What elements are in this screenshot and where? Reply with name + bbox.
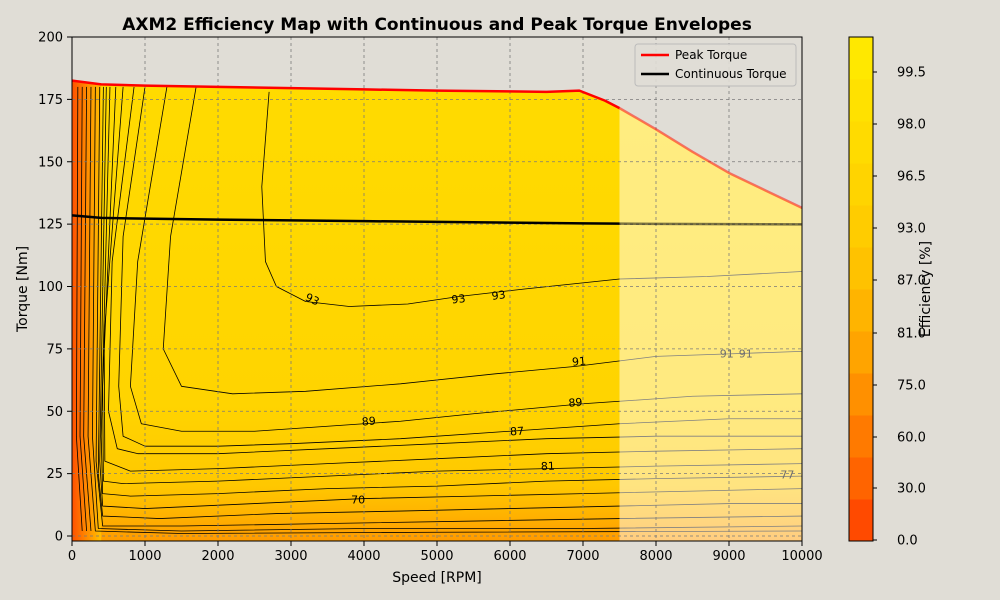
contour-label: 91 [720, 348, 734, 361]
x-tick-label: 0 [68, 549, 76, 564]
legend-box [634, 43, 797, 87]
colorbar-frame [848, 36, 874, 542]
x-tick-label: 6000 [493, 549, 526, 564]
colorbar-tick-label: 98.0 [897, 118, 926, 133]
legend-continuous-label: Continuous Torque [675, 67, 787, 81]
colorbar-segment [849, 247, 873, 290]
contour-label: 93 [491, 288, 506, 303]
contour-line [79, 86, 87, 532]
colorbar-segment [849, 121, 873, 164]
contour-label: 89 [361, 414, 376, 428]
colorbar-segment [849, 205, 873, 248]
contour-label: 93 [451, 292, 466, 306]
contour-label: 89 [568, 396, 583, 410]
colorbar-tick-label: 60.0 [897, 431, 926, 446]
contour-line [87, 86, 802, 534]
colorbar-segment [849, 37, 873, 80]
contour-line [100, 86, 802, 497]
colorbar-segment [849, 331, 873, 374]
colorbar-segment [849, 373, 873, 416]
colorbar: 0.0 30.0 60.0 75.0 81.0 87.0 93.0 96.5 98.0 99.5 [848, 36, 926, 549]
x-tick-label: 2000 [201, 549, 234, 564]
y-tick-label: 0 [55, 530, 63, 545]
colorbar-tick-label: 93.0 [897, 222, 926, 237]
contour-line [92, 86, 802, 532]
contour-label: 91 [739, 348, 753, 361]
colorbar-segment [849, 163, 873, 206]
y-axis-label: Torque [Nm] [15, 246, 31, 333]
x-tick-label: 4000 [347, 549, 380, 564]
peak-torque-line [72, 79, 621, 110]
continuous-torque-line-extrapolated [619, 222, 802, 226]
contour-label: 70 [351, 494, 365, 507]
colorbar-tick-label: 99.5 [897, 66, 926, 81]
y-tick-label: 175 [38, 93, 63, 108]
colorbar-segment [849, 289, 873, 332]
contour-label: 87 [510, 425, 525, 439]
contour-label: 81 [541, 460, 555, 473]
contour-line [103, 86, 802, 472]
x-tick-label: 9000 [712, 549, 745, 564]
contour-line [95, 86, 802, 527]
contour-labels: 93 93 93 91 91 91 89 89 87 81 77 70 [303, 288, 794, 506]
y-tick-label: 150 [38, 155, 63, 170]
colorbar-label: Efficiency [%] [918, 241, 934, 337]
y-tick-label: 100 [38, 280, 63, 295]
x-tick-label: 8000 [639, 549, 672, 564]
legend: Peak Torque Continuous Torque [634, 43, 797, 87]
contour-label: 77 [780, 469, 794, 482]
y-tick-label: 200 [38, 31, 63, 46]
colorbar-segment [849, 457, 873, 500]
colorbar-tick-label: 0.0 [897, 534, 918, 549]
x-tick-label: 3000 [274, 549, 307, 564]
x-tick-label: 10000 [781, 549, 822, 564]
colorbar-tick-label: 81.0 [897, 327, 926, 342]
x-tick-label: 5000 [420, 549, 453, 564]
contour-line [75, 86, 83, 532]
contour-label: 91 [572, 355, 587, 369]
continuous-torque-line [72, 214, 620, 225]
y-tick-label: 25 [46, 467, 63, 482]
colorbar-segment [849, 499, 873, 542]
y-axis: 0 25 50 75 100 125 150 175 200 [38, 31, 72, 545]
x-tick-label: 7000 [566, 549, 599, 564]
x-axis: 0 1000 2000 3000 4000 5000 6000 7000 8000 9000 100… [68, 541, 823, 564]
contour-line [83, 86, 92, 532]
y-tick-label: 75 [46, 342, 63, 357]
colorbar-tick-label: 75.0 [897, 379, 926, 394]
x-axis-label: Speed [RPM] [392, 570, 482, 586]
y-tick-label: 50 [46, 405, 63, 420]
contour-label: 93 [303, 291, 321, 309]
chart-title: AXM2 Efficiency Map with Continuous and … [122, 15, 752, 35]
peak-torque-line-extrapolated [618, 107, 802, 210]
grid-lines [72, 37, 802, 541]
legend-peak-label: Peak Torque [675, 48, 747, 62]
colorbar-segment [849, 415, 873, 458]
x-tick-label: 1000 [128, 549, 161, 564]
colorbar-tick-label: 87.0 [897, 274, 926, 289]
y-tick-label: 125 [38, 218, 63, 233]
colorbar-tick-label: 30.0 [897, 482, 926, 497]
colorbar-tick-label: 96.5 [897, 170, 926, 185]
contour-line [102, 86, 802, 485]
colorbar-segment [849, 79, 873, 122]
